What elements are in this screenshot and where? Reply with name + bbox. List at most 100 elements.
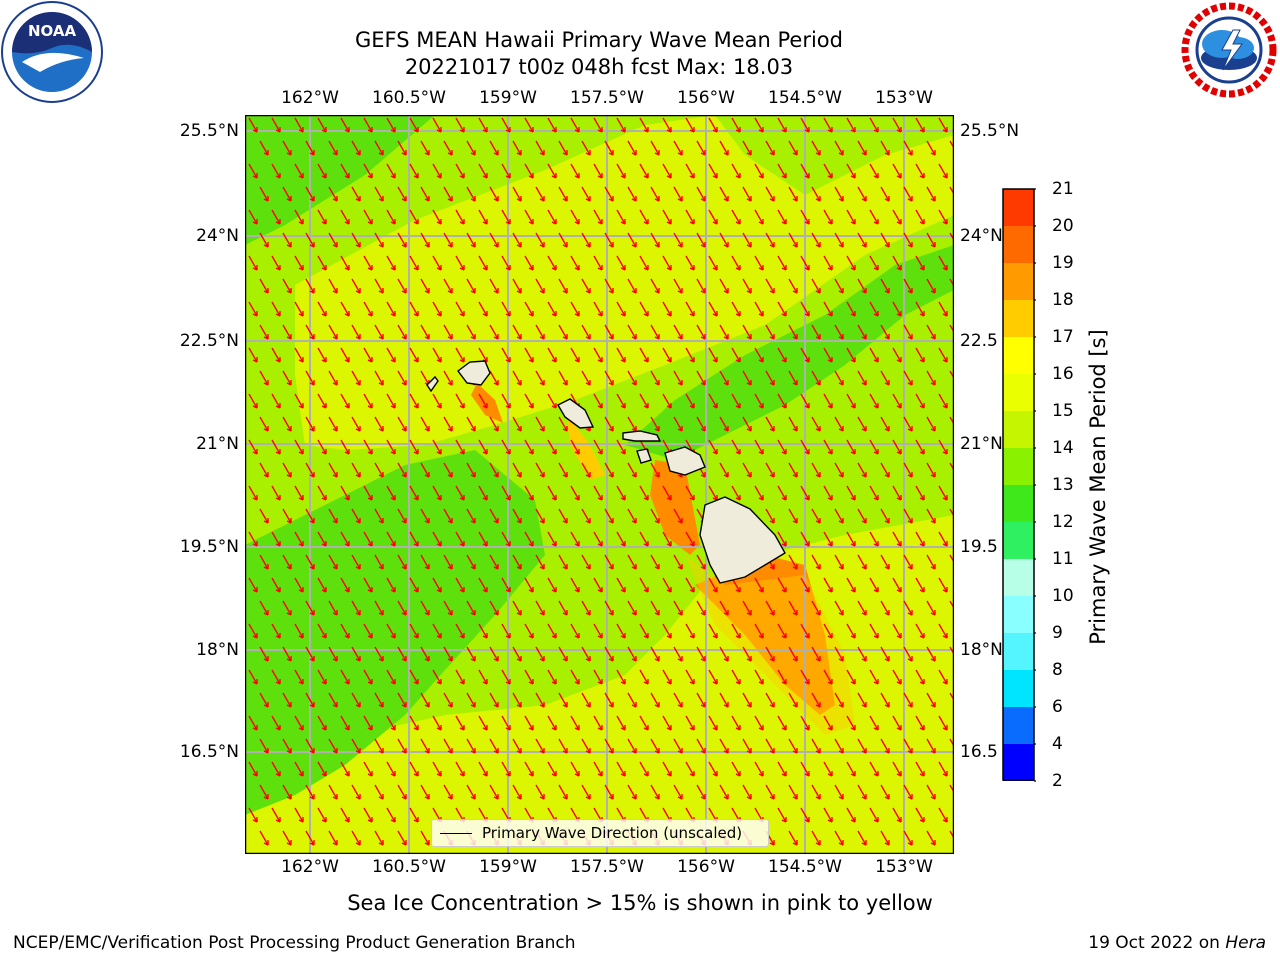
- wave-arrow: [823, 393, 833, 409]
- wave-arrow: [869, 163, 879, 179]
- wave-arrow: [811, 692, 821, 708]
- wave-arrow: [420, 278, 430, 294]
- wave-arrow: [777, 485, 787, 501]
- wave-arrow: [696, 738, 706, 754]
- wave-arrow: [420, 784, 430, 800]
- wave-arrow: [547, 623, 557, 639]
- wave-arrow: [259, 232, 269, 248]
- wave-arrow: [340, 761, 350, 777]
- wave-arrow: [869, 807, 879, 823]
- colorbar-tick-label: 18: [1052, 290, 1074, 310]
- wave-arrow: [478, 439, 488, 455]
- wave-arrow: [466, 600, 476, 616]
- wave-arrow: [696, 692, 706, 708]
- wave-arrow: [593, 669, 603, 685]
- wave-arrow: [547, 301, 557, 317]
- wave-arrow: [248, 623, 258, 639]
- wave-arrow: [409, 439, 419, 455]
- wave-arrow: [259, 784, 269, 800]
- wave-arrow: [294, 807, 304, 823]
- colorbar-swatch: [1003, 633, 1034, 670]
- wave-arrow: [432, 761, 442, 777]
- wave-arrow: [949, 370, 954, 384]
- wave-arrow: [765, 324, 775, 340]
- wave-arrow: [547, 669, 557, 685]
- wave-arrow: [455, 761, 465, 777]
- wave-arrow: [455, 209, 465, 225]
- colorbar-swatch: [1003, 189, 1034, 226]
- lon-tick-top: 162°W: [281, 88, 339, 108]
- wave-arrow: [800, 209, 810, 225]
- wave-arrow: [857, 416, 867, 432]
- field-orange-plume: [650, 460, 700, 555]
- wave-arrow: [639, 209, 649, 225]
- wave-arrow: [317, 485, 327, 501]
- wave-arrow: [811, 508, 821, 524]
- wave-arrow: [489, 554, 499, 570]
- wave-arrow: [581, 232, 591, 248]
- wave-arrow: [777, 439, 787, 455]
- colorbar-swatch: [1003, 300, 1034, 337]
- wave-arrow: [754, 761, 764, 777]
- wave-arrow: [915, 577, 925, 593]
- wave-arrow: [259, 278, 269, 294]
- wave-arrow: [673, 232, 683, 248]
- wave-arrow: [581, 692, 591, 708]
- wave-arrow: [340, 163, 350, 179]
- wave-arrow: [604, 140, 614, 156]
- wave-arrow: [271, 393, 281, 409]
- wave-arrow: [616, 531, 626, 547]
- wave-arrow: [616, 623, 626, 639]
- wave-arrow: [248, 393, 258, 409]
- wave-arrow: [420, 186, 430, 202]
- wave-arrow: [305, 416, 315, 432]
- island-kauai: [457, 360, 491, 386]
- wave-arrow: [363, 531, 373, 547]
- wave-arrow: [501, 439, 511, 455]
- wave-arrow: [524, 485, 534, 501]
- wave-arrow: [386, 807, 396, 823]
- wave-arrow: [340, 531, 350, 547]
- wave-arrow: [880, 278, 890, 294]
- field-orange-plume: [695, 555, 835, 715]
- wave-arrow: [685, 163, 695, 179]
- wave-arrow: [478, 577, 488, 593]
- lon-tick-top: 156°W: [677, 88, 735, 108]
- wave-arrow: [512, 738, 522, 754]
- wave-arrow: [915, 301, 925, 317]
- wave-arrow: [903, 462, 913, 478]
- wave-arrow: [374, 416, 384, 432]
- colorbar-swatch: [1003, 559, 1034, 596]
- wave-arrow: [443, 462, 453, 478]
- wave-arrow: [616, 163, 626, 179]
- wave-arrow: [535, 600, 545, 616]
- wave-arrow: [869, 209, 879, 225]
- wave-arrow: [662, 393, 672, 409]
- wave-arrow: [639, 347, 649, 363]
- wave-arrow: [604, 370, 614, 386]
- wave-arrow: [328, 508, 338, 524]
- footer-right: 19 Oct 2022 on Hera: [1088, 933, 1266, 953]
- lat-tick-left: 24°N: [196, 226, 239, 246]
- wave-arrow: [259, 646, 269, 662]
- wave-arrow: [432, 347, 442, 363]
- wave-arrow: [443, 738, 453, 754]
- wave-arrow: [248, 347, 258, 363]
- colorbar-swatch: [1003, 337, 1034, 374]
- wave-arrow: [317, 163, 327, 179]
- wave-arrow: [788, 370, 798, 386]
- wave-arrow: [731, 623, 741, 639]
- wave-arrow: [742, 462, 752, 478]
- wave-arrow: [386, 761, 396, 777]
- wave-arrow: [834, 186, 844, 202]
- wave-arrow: [846, 807, 856, 823]
- wave-arrow: [662, 485, 672, 501]
- wave-arrow: [903, 738, 913, 754]
- wave-arrow: [650, 784, 660, 800]
- wave-arrow: [938, 393, 948, 409]
- wave-arrow: [328, 554, 338, 570]
- wave-arrow: [627, 416, 637, 432]
- colorbar-swatch: [1003, 374, 1034, 411]
- wave-arrow: [673, 324, 683, 340]
- wave-arrow: [754, 255, 764, 271]
